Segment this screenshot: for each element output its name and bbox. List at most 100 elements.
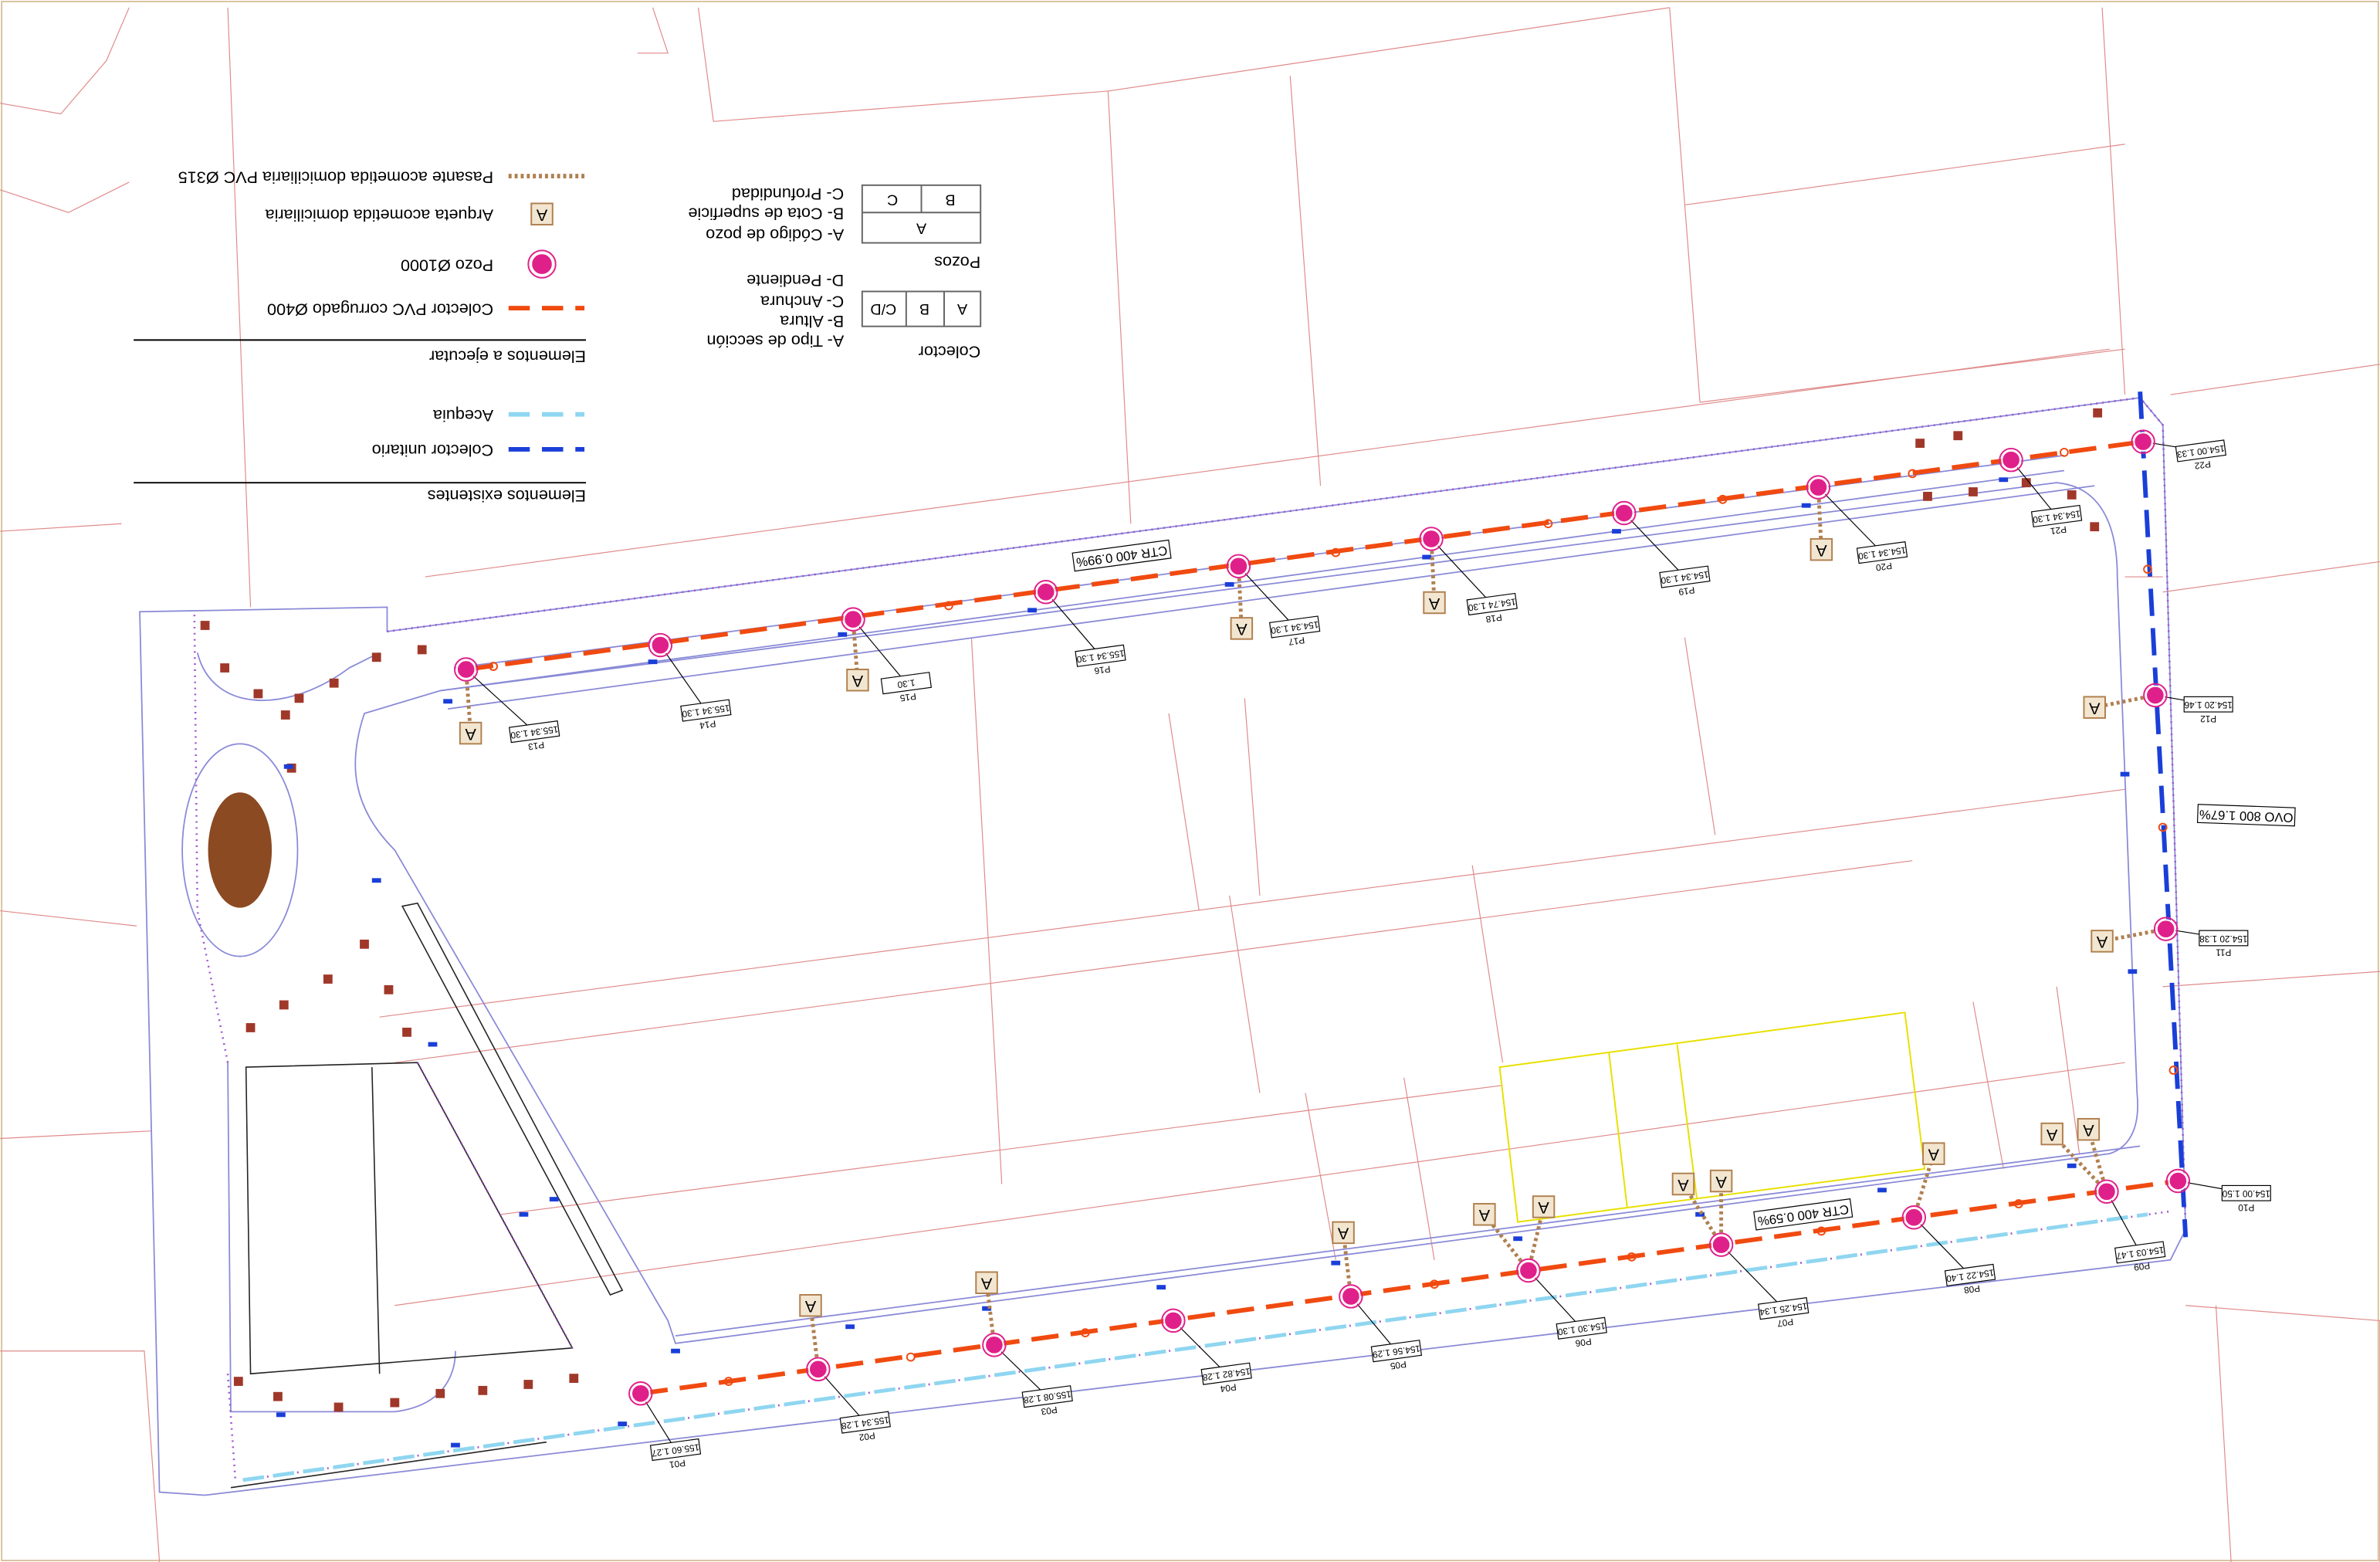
- manhole-ring: [1901, 1205, 1927, 1230]
- arqueta: [1671, 1172, 1695, 1196]
- manhole-label-box: [1659, 565, 1711, 588]
- manhole-label-box: [880, 672, 933, 695]
- arqueta-label: A: [804, 1297, 816, 1316]
- manhole-label: 154.00 1.50: [2222, 1188, 2270, 1198]
- manhole-label-box: [1556, 1316, 1607, 1340]
- legend-label: Arqueta acometida domiciliaria: [265, 205, 493, 225]
- arqueta: [2083, 696, 2106, 719]
- manhole-code: P01: [669, 1458, 686, 1470]
- manhole-label-box: [1075, 644, 1126, 667]
- manhole: [631, 1383, 651, 1404]
- manhole-label-box: [1269, 615, 1321, 639]
- planter: [208, 792, 273, 908]
- manhole-label: 154.20 1.38: [2199, 933, 2248, 944]
- flow-arrow: [2158, 822, 2168, 832]
- flow-arrow: [1543, 519, 1553, 529]
- drain: [982, 1306, 991, 1311]
- key-title: Pozos: [934, 252, 980, 272]
- drain: [451, 1442, 460, 1448]
- manhole: [1421, 529, 1441, 549]
- colector-pvc: [466, 439, 2144, 672]
- service-connection: [1341, 1232, 1353, 1297]
- arqueta: [2077, 1117, 2101, 1141]
- drain: [1027, 608, 1037, 613]
- arqueta: [1230, 617, 1254, 640]
- pipe-label-box: [1072, 539, 1172, 572]
- drain: [1156, 1285, 1166, 1290]
- plan-items: CTR 400 0.99%CTR 400 0.59%OVO 800 1.67%A…: [453, 429, 2296, 1470]
- service-connection: [808, 1305, 821, 1370]
- colector-unitario: [2138, 391, 2189, 1238]
- manhole-code: P15: [899, 691, 917, 703]
- tree: [523, 1380, 533, 1389]
- tree: [1923, 491, 1932, 501]
- manhole-code: P17: [1288, 635, 1305, 647]
- manhole-ring: [2131, 429, 2155, 454]
- manhole: [1518, 1260, 1539, 1281]
- flow-arrow: [1816, 1226, 1826, 1236]
- manhole-code: P16: [1093, 663, 1111, 676]
- tree: [371, 652, 381, 662]
- manhole: [650, 635, 671, 656]
- manhole-leader: [1237, 565, 1295, 628]
- flow-arrow: [2143, 564, 2152, 574]
- manhole-ring: [1161, 1308, 1186, 1333]
- manhole-code: P09: [2133, 1260, 2151, 1272]
- manhole: [1904, 1207, 1925, 1228]
- manhole: [2097, 1181, 2117, 1202]
- tree: [2021, 478, 2031, 488]
- drain: [2128, 969, 2138, 974]
- manhole-leader: [1430, 538, 1493, 605]
- tree: [323, 974, 333, 984]
- manhole-leader: [1721, 1244, 1784, 1310]
- manhole: [455, 659, 476, 679]
- manhole-code: P06: [1574, 1336, 1592, 1348]
- arqueta: [799, 1294, 822, 1317]
- arqueta: [1810, 537, 1833, 561]
- manhole-code: P08: [1963, 1283, 1981, 1296]
- manhole-ring: [1226, 554, 1251, 579]
- manhole: [2133, 432, 2153, 452]
- drain: [428, 1042, 438, 1047]
- manhole: [984, 1335, 1004, 1355]
- manhole-leader: [1528, 1270, 1583, 1329]
- service-connection: [2050, 1132, 2108, 1193]
- legend-swatch: [530, 202, 554, 225]
- manhole-label-box: [2114, 1241, 2166, 1264]
- plot-highlight: [1498, 1011, 1926, 1223]
- drain: [671, 1348, 680, 1354]
- manhole-leader: [994, 1344, 1048, 1398]
- manhole-label-box: [509, 720, 560, 744]
- flow-arrow: [1331, 547, 1341, 557]
- manhole: [2168, 1171, 2189, 1191]
- key-title: Colector: [919, 342, 980, 361]
- flow-arrow: [1430, 1279, 1439, 1289]
- arqueta-label: A: [1236, 620, 1248, 639]
- tree: [360, 939, 369, 949]
- manhole-label: 154.20 1.46: [2184, 700, 2233, 710]
- legend-label: Acequia: [432, 406, 493, 425]
- manhole-leader: [1913, 1217, 1971, 1276]
- key-divider: [862, 185, 981, 214]
- manhole-code: P18: [1485, 612, 1502, 625]
- tree: [329, 678, 339, 688]
- arqueta-label: A: [1337, 1225, 1349, 1244]
- manhole: [1711, 1235, 1732, 1255]
- key-cell: B: [919, 300, 929, 317]
- manhole-ring: [982, 1333, 1007, 1357]
- parcel-lines: [0, 7, 2380, 1562]
- flow-arrow: [2014, 1199, 2023, 1208]
- manhole: [843, 609, 863, 629]
- tree: [233, 1377, 243, 1386]
- manhole-label-box: [680, 699, 732, 722]
- arqueta-label: A: [2096, 933, 2107, 952]
- key-note: A- Tipo de sección: [706, 332, 844, 351]
- manhole-ring: [2165, 1168, 2191, 1194]
- arqueta-label: A: [1478, 1206, 1490, 1225]
- tree: [2093, 408, 2103, 418]
- service-connection: [1236, 566, 1244, 629]
- tree: [294, 693, 304, 703]
- arqueta: [1473, 1203, 1496, 1226]
- manhole-ring: [1708, 1232, 1734, 1257]
